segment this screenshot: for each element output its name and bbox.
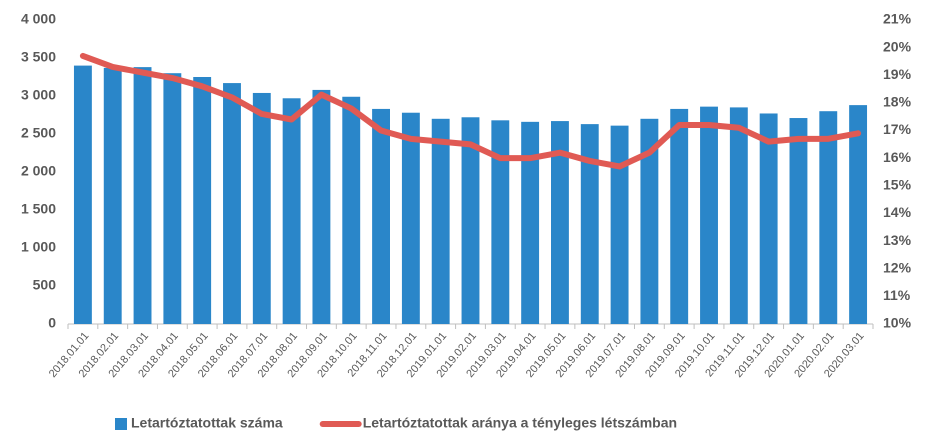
y2ticks-label: 10% [883,315,912,331]
y2ticks-label: 19% [883,66,912,82]
bar [342,96,361,324]
bar [819,111,838,324]
yticks-label: 3 500 [21,49,56,65]
y2ticks-label: 11% [883,287,911,303]
legend-swatch [115,418,127,430]
bar [252,92,271,325]
y2ticks-label: 17% [883,121,912,137]
y2ticks-label: 13% [883,232,912,248]
bar [789,118,808,324]
bar [551,121,569,324]
bar [700,106,718,324]
bar [73,65,92,324]
bar [103,67,122,324]
bar [729,107,748,325]
bar [640,118,659,324]
bar [193,77,212,324]
bar [580,124,599,325]
yticks-label: 1 000 [21,239,56,255]
y2ticks-label: 15% [883,177,912,193]
bar [133,67,152,325]
bar [431,118,450,324]
bar [759,113,778,324]
yticks-label: 3 000 [21,87,56,103]
y2ticks-label: 14% [883,204,912,220]
bar [610,125,629,324]
line [79,52,862,170]
bar [461,117,480,324]
legend-label: Letartóztatottak aránya a tényleges léts… [363,415,677,431]
yticks-label: 2 000 [21,163,56,179]
bar [670,108,689,324]
bar [491,120,510,324]
bar [312,89,331,324]
bar [401,112,420,324]
bar [282,98,301,324]
bar [163,73,182,324]
bar [372,108,390,324]
legend-label: Letartóztatottak száma [131,415,283,431]
y2ticks-label: 20% [883,38,912,54]
yticks-label: 0 [48,315,56,331]
yticks-label: 500 [33,277,57,293]
y2ticks-label: 18% [883,94,912,110]
bar [223,83,241,324]
bar [849,105,868,325]
y2ticks-label: 16% [883,149,912,165]
y2ticks-label: 21% [883,11,912,27]
yticks-label: 2 500 [21,125,56,141]
y2ticks-label: 12% [883,259,912,275]
bar [521,121,540,324]
yticks-label: 1 500 [21,201,56,217]
yticks-label: 4 000 [21,11,56,27]
